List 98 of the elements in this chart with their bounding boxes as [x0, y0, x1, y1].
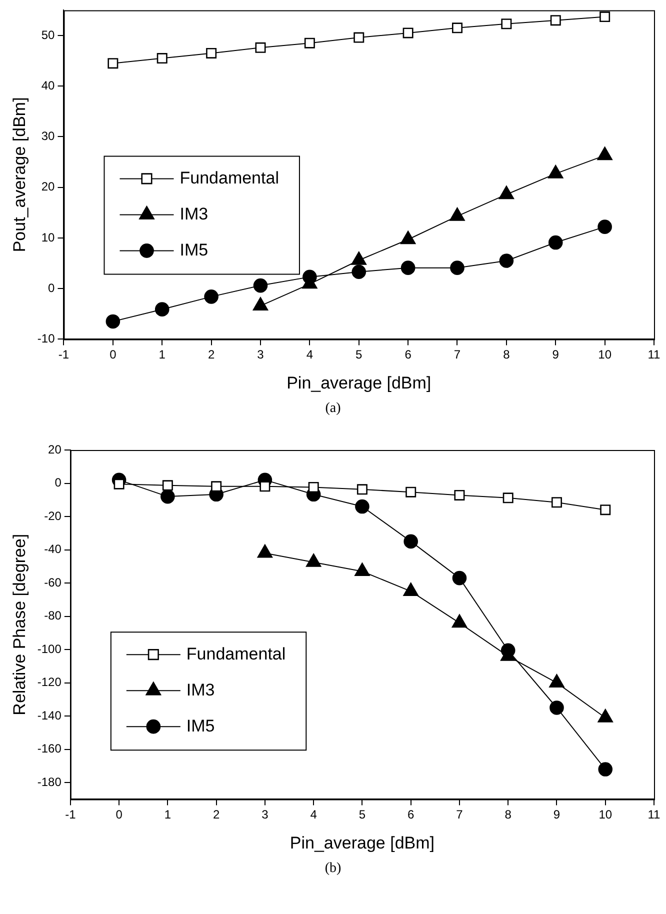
- x-tick-label: 11: [648, 808, 661, 822]
- y-tick-label: 0: [48, 280, 56, 295]
- point: [550, 15, 561, 26]
- y-tick-label: -100: [37, 642, 62, 656]
- x-axis-title: Pin_average [dBm]: [286, 373, 432, 392]
- legend-label: Fundamental: [180, 168, 279, 188]
- x-tick-label: 9: [553, 808, 560, 822]
- y-axis-title: Relative Phase [degree]: [10, 534, 29, 716]
- point: [499, 254, 514, 268]
- point: [406, 486, 416, 498]
- x-tick-label: 0: [110, 348, 117, 362]
- x-tick-label: 2: [212, 808, 220, 822]
- x-tick-label: 0: [116, 808, 123, 822]
- y-tick-label: -80: [44, 608, 62, 623]
- point: [354, 562, 370, 576]
- point: [551, 497, 562, 508]
- y-tick-label: 10: [41, 230, 56, 244]
- point: [548, 235, 563, 250]
- y-tick-label: -40: [44, 542, 62, 556]
- y-tick-label: -160: [37, 742, 62, 756]
- point: [452, 614, 468, 628]
- point: [403, 582, 418, 596]
- point: [308, 482, 319, 492]
- point: [108, 58, 118, 69]
- x-tick-label: 1: [164, 808, 172, 822]
- y-tick-label: -20: [44, 508, 62, 523]
- legend-label: IM5: [180, 240, 208, 260]
- text: (a): [324, 400, 342, 418]
- x-tick-label: 3: [262, 808, 269, 822]
- x-tick-label: 9: [552, 348, 560, 362]
- point: [354, 32, 364, 43]
- legend-label: Fundamental: [186, 644, 286, 664]
- x-tick-label: 10: [598, 348, 612, 362]
- x-tick-label: 7: [454, 348, 461, 362]
- y-axis-title: Pout_average [dBm]: [10, 97, 29, 252]
- x-tick-label: 5: [356, 348, 363, 362]
- x-tick-label: 4: [310, 808, 318, 822]
- y-tick-label: 50: [41, 28, 56, 42]
- x-tick-label: 6: [404, 348, 412, 362]
- y-tick-label: 30: [41, 129, 56, 144]
- point: [160, 489, 175, 504]
- point: [352, 264, 366, 280]
- x-tick-label: 8: [503, 348, 510, 362]
- point: [162, 480, 173, 491]
- x-tick-label: -1: [65, 808, 76, 822]
- x-tick-label: -1: [58, 348, 70, 362]
- y-tick-label: -10: [37, 332, 56, 346]
- point: [106, 314, 120, 329]
- x-tick-label: 10: [598, 808, 612, 822]
- y-tick-label: 20: [48, 442, 62, 456]
- point: [452, 22, 462, 34]
- y-tick-label: 20: [41, 180, 56, 194]
- point: [255, 42, 266, 53]
- point: [400, 260, 416, 275]
- point: [549, 674, 564, 688]
- y-tick-label: 0: [54, 476, 62, 490]
- point: [154, 302, 170, 316]
- x-tick-label: 7: [456, 808, 464, 822]
- x-tick-label: 2: [208, 348, 215, 362]
- point: [156, 53, 168, 64]
- x-tick-label: 1: [158, 348, 166, 362]
- point: [600, 12, 610, 22]
- point: [204, 290, 218, 304]
- y-tick-label: -140: [37, 708, 62, 722]
- x-tick-label: 3: [257, 348, 264, 362]
- x-tick-label: 8: [504, 808, 512, 822]
- y-tick-label: -120: [37, 675, 62, 690]
- text: (b): [324, 860, 342, 878]
- y-tick-label: -60: [44, 575, 62, 590]
- point: [304, 38, 315, 48]
- point: [598, 709, 613, 722]
- y-tick-label: -180: [37, 774, 62, 789]
- x-tick-label: 6: [407, 808, 414, 822]
- point: [260, 481, 270, 492]
- point: [402, 28, 414, 38]
- point: [206, 48, 217, 58]
- point: [257, 544, 273, 558]
- point: [355, 499, 370, 514]
- point: [452, 570, 467, 586]
- point: [600, 504, 611, 516]
- legend-label: IM3: [186, 680, 215, 700]
- point: [502, 492, 514, 504]
- point: [253, 278, 268, 293]
- x-axis-title: Pin_average [dBm]: [290, 833, 435, 852]
- x-tick-label: 4: [306, 348, 314, 362]
- point: [501, 18, 512, 30]
- x-tick-label: 11: [648, 348, 661, 362]
- point: [306, 554, 322, 567]
- point: [404, 534, 418, 549]
- x-tick-label: 5: [358, 808, 366, 822]
- point: [598, 220, 612, 234]
- point: [356, 484, 368, 495]
- point: [454, 490, 465, 500]
- point: [211, 481, 222, 492]
- legend-label: IM5: [186, 716, 215, 736]
- point: [450, 260, 464, 275]
- legend-label: IM3: [180, 204, 208, 224]
- y-tick-label: 40: [41, 78, 56, 92]
